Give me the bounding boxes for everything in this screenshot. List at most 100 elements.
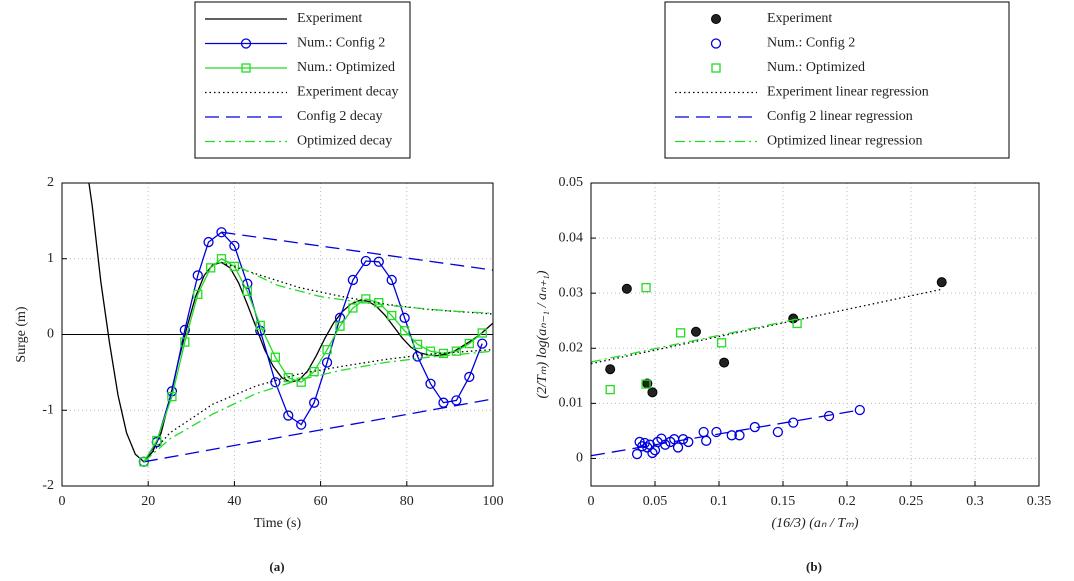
marker (229, 240, 240, 252)
marker (711, 426, 722, 438)
legend: Experiment Num.: Config 2 Num.: Optimized E… (194, 1, 411, 159)
x-axis-label: Time (s) (254, 516, 302, 531)
legend-label: Num.: Config 2 (297, 36, 385, 51)
plot-area: 0 0.05 0.1 0.15 0.2 0.25 0.3 0.35 0 0.01 0.02 0.03 0… (535, 175, 1051, 574)
x-tick-label: 0 (59, 494, 66, 509)
x-tick-label: 0.05 (643, 494, 668, 509)
marker (347, 274, 359, 286)
legend-label: Num.: Optimized (297, 60, 395, 75)
y-tick-label: -2 (42, 478, 54, 493)
y-tick-label: 0.03 (559, 285, 584, 300)
caption: (b) (806, 559, 822, 574)
legend-marker (240, 38, 252, 49)
caption: (a) (269, 559, 284, 574)
marker (386, 274, 397, 286)
marker (719, 357, 730, 368)
y-tick-label: 0 (576, 451, 583, 466)
legend: Experiment Num.: Config 2 Num.: Optimized E… (664, 1, 1010, 159)
x-axis-label: (16/3) (aₙ / Tₘ) (771, 516, 858, 531)
y-tick-label: 1 (47, 251, 54, 266)
marker (283, 410, 294, 421)
legend-label: Experiment (297, 11, 362, 26)
marker (605, 364, 616, 375)
marker (255, 320, 265, 331)
marker (373, 256, 384, 267)
x-tick-label: 80 (400, 494, 414, 509)
marker (296, 419, 307, 430)
marker (641, 379, 651, 389)
marker (296, 377, 306, 387)
marker (309, 366, 319, 377)
marker (399, 326, 410, 336)
marker (683, 436, 694, 448)
axes-frame (590, 182, 1040, 487)
legend-label: Experiment linear regression (767, 85, 929, 100)
marker (621, 283, 632, 294)
marker (464, 371, 475, 383)
marker (412, 339, 423, 349)
y-tick-label: -1 (42, 402, 54, 417)
marker (647, 447, 658, 459)
marker (792, 318, 802, 329)
marker (270, 377, 281, 388)
y-tick-label: 0.02 (559, 340, 584, 355)
marker (631, 448, 643, 460)
x-tick-label: 0 (588, 494, 595, 509)
x-tick-label: 0.1 (710, 494, 728, 509)
x-tick-label: 0.15 (771, 494, 796, 509)
series-line (143, 231, 493, 463)
marker (193, 289, 203, 300)
marker (726, 430, 737, 441)
series-line (591, 318, 798, 363)
legend-marker (241, 63, 251, 73)
legend-marker (710, 38, 722, 49)
marker (348, 303, 358, 313)
y-tick-label: 0.04 (559, 230, 584, 245)
x-tick-label: 100 (483, 494, 504, 509)
y-tick-label: 0.05 (559, 175, 584, 190)
x-tick-label: 0.2 (838, 494, 856, 509)
series-line (143, 258, 493, 463)
marker (647, 387, 658, 398)
marker (321, 357, 333, 368)
legend-box (664, 1, 1010, 159)
marker (690, 326, 701, 337)
legend-marker (711, 63, 721, 73)
legend-label: Optimized linear regression (767, 134, 923, 149)
marker (322, 344, 332, 355)
marker (936, 277, 947, 288)
x-tick-label: 0.25 (899, 494, 924, 509)
x-tick-label: 40 (227, 494, 241, 509)
legend-marker (711, 14, 721, 24)
marker (675, 328, 686, 338)
legend-box (194, 1, 411, 159)
marker (335, 321, 345, 331)
marker (660, 439, 671, 450)
series-line (143, 231, 483, 463)
marker (425, 346, 436, 356)
x-tick-label: 0.3 (966, 494, 984, 509)
marker (477, 328, 487, 338)
marker (179, 324, 190, 336)
marker (203, 236, 214, 248)
marker (641, 283, 651, 293)
y-tick-label: 0.01 (559, 396, 584, 411)
y-tick-label: 2 (47, 175, 54, 190)
marker (308, 397, 320, 408)
marker (451, 346, 462, 356)
series-line (591, 288, 942, 365)
marker (399, 312, 410, 323)
marker (425, 378, 436, 389)
y-axis-label: (2/Tₘ) log(aₙ₋₁ / aₙ₊₁) (535, 270, 550, 398)
series-layer (591, 277, 947, 460)
marker (464, 338, 474, 349)
legend-label: Config 2 linear regression (767, 109, 913, 124)
x-tick-label: 60 (314, 494, 328, 509)
marker (139, 457, 149, 467)
marker (716, 338, 727, 348)
marker (229, 261, 240, 271)
legend-label: Num.: Config 2 (767, 36, 855, 51)
marker (387, 310, 397, 321)
marker (180, 337, 190, 347)
